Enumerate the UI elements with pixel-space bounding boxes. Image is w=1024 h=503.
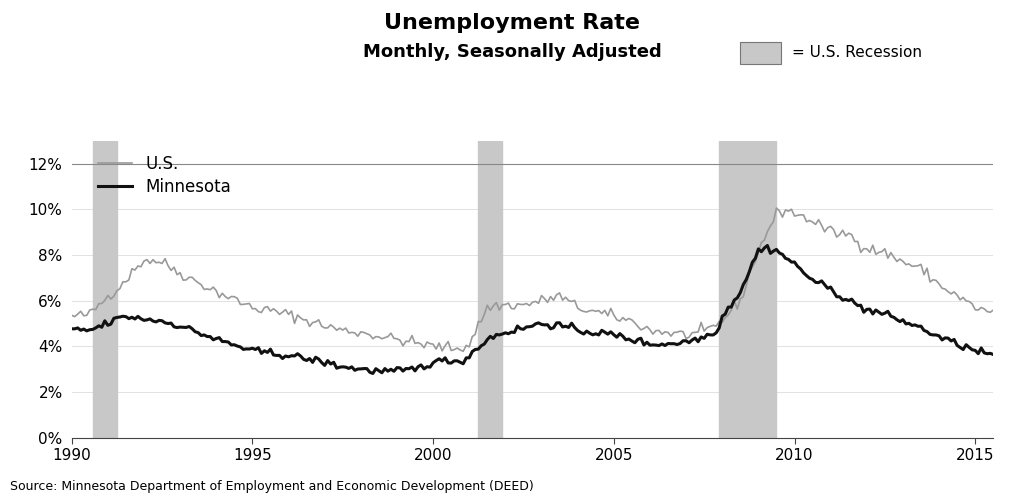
U.S. [770,205,782,211]
Text: Unemployment Rate: Unemployment Rate [384,13,640,33]
U.S. [574,307,587,313]
Minnesota [574,329,587,336]
Line: U.S.: U.S. [72,208,1009,351]
Bar [739,42,781,64]
Minnesota [658,343,671,349]
Text: = U.S. Recession: = U.S. Recession [792,45,922,60]
Bar [478,141,503,438]
U.S. [424,341,436,347]
Legend: U.S., Minnesota: U.S., Minnesota [98,155,230,196]
U.S. [66,312,78,318]
U.S. [658,329,671,335]
Text: Monthly, Seasonally Adjusted: Monthly, Seasonally Adjusted [362,43,662,61]
U.S. [457,348,469,354]
Minnesota [367,370,379,376]
U.S. [1002,310,1015,316]
Minnesota [66,326,78,332]
Line: Minnesota: Minnesota [72,245,1009,373]
Minnesota [427,360,439,366]
Text: Source: Minnesota Department of Employment and Economic Development (DEED): Source: Minnesota Department of Employme… [10,480,534,493]
Bar [93,141,117,438]
U.S. [117,279,129,285]
Minnesota [1002,352,1015,358]
U.S. [292,312,304,318]
U.S. [295,315,307,321]
Minnesota [292,351,304,357]
Minnesota [295,353,307,359]
Minnesota [761,242,773,248]
Bar [719,141,776,438]
Minnesota [117,313,129,319]
